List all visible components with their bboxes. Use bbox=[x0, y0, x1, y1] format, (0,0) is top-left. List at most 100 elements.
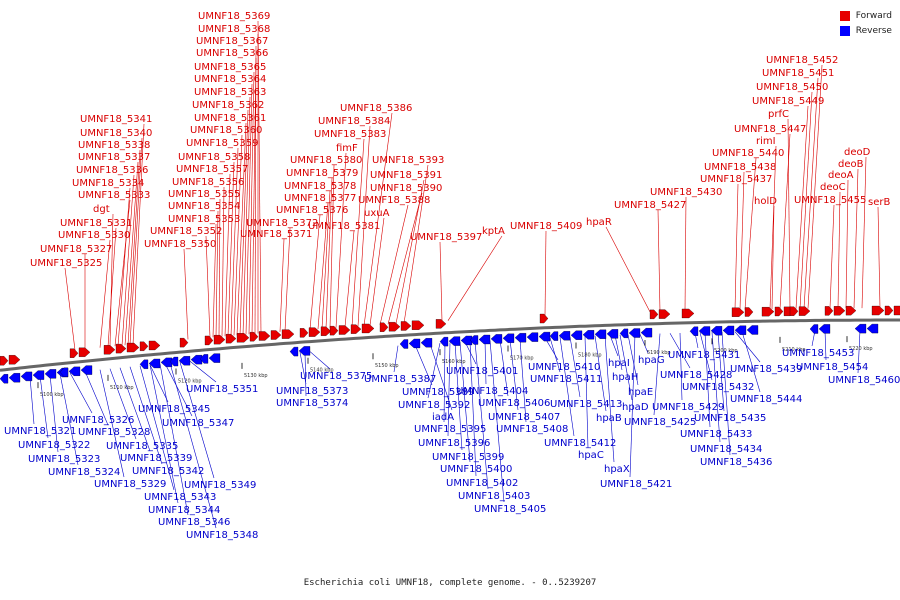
forward-gene-label: rimI bbox=[756, 136, 776, 147]
forward-gene-label: prfC bbox=[768, 109, 789, 120]
reverse-gene-label: UMNF18_5323 bbox=[28, 454, 100, 465]
reverse-gene-arrow bbox=[59, 367, 69, 377]
forward-gene-label: UMNF18_5325 bbox=[30, 258, 102, 269]
forward-gene-arrow bbox=[350, 324, 362, 334]
forward-gene-arrow bbox=[139, 341, 149, 351]
leader-line bbox=[109, 213, 114, 347]
leader-line bbox=[257, 20, 262, 334]
forward-gene-arrow bbox=[658, 309, 671, 319]
forward-gene-arrow bbox=[258, 331, 271, 341]
reverse-gene-label: hpaG bbox=[638, 355, 665, 366]
genome-caption: Escherichia coli UMNF18, complete genome… bbox=[303, 578, 597, 588]
forward-gene-arrow bbox=[329, 325, 339, 336]
leader-line bbox=[212, 223, 217, 338]
forward-gene-label: UMNF18_5397 bbox=[410, 232, 482, 243]
legend: Forward Reverse bbox=[839, 8, 892, 38]
leader-line bbox=[59, 373, 79, 466]
reverse-gene-arrow bbox=[420, 338, 433, 348]
reverse-gene-arrow bbox=[514, 333, 527, 343]
leader-line bbox=[245, 83, 253, 335]
forward-gene-arrow bbox=[411, 320, 425, 330]
reverse-gene-label: UMNF18_5454 bbox=[796, 362, 868, 373]
forward-gene-label: deoC bbox=[820, 182, 846, 193]
reverse-gene-arrow bbox=[549, 331, 559, 341]
forward-gene-label: hpaR bbox=[586, 217, 612, 228]
reverse-gene-label: UMNF18_5404 bbox=[456, 386, 528, 397]
forward-gene-arrow bbox=[435, 319, 447, 329]
leader-line bbox=[469, 341, 477, 477]
reverse-gene-label: UMNF18_5322 bbox=[18, 440, 90, 451]
forward-gene-label: UMNF18_5360 bbox=[190, 125, 262, 136]
reverse-gene-label: UMNF18_5453 bbox=[782, 348, 854, 359]
leader-line bbox=[299, 352, 307, 385]
forward-gene-arrow bbox=[761, 307, 775, 317]
forward-gene-arrow bbox=[225, 334, 237, 344]
leader-line bbox=[489, 340, 505, 503]
scale-tick-label: 5160 kbp bbox=[442, 359, 466, 365]
reverse-gene-label: UMNF18_5436 bbox=[700, 457, 772, 468]
leader-line bbox=[159, 363, 189, 516]
reverse-gene-label: hpaH bbox=[612, 372, 638, 383]
reverse-gene-arrow bbox=[439, 336, 449, 347]
leader-line bbox=[139, 365, 175, 491]
leader-line bbox=[734, 331, 761, 363]
reverse-gene-arrow bbox=[469, 335, 479, 345]
reverse-gene-label: UMNF18_5373 bbox=[276, 386, 348, 397]
forward-gene-label: UMNF18_5330 bbox=[58, 230, 130, 241]
reverse-gene-arrow bbox=[818, 324, 831, 334]
forward-gene-label: uxuA bbox=[364, 208, 390, 219]
forward-gene-label: serB bbox=[868, 197, 890, 208]
reverse-gene-label: UMNF18_5348 bbox=[186, 530, 258, 541]
forward-gene-arrow bbox=[204, 335, 214, 346]
forward-gene-arrow bbox=[539, 313, 549, 324]
forward-gene-label: UMNF18_5362 bbox=[192, 100, 264, 111]
forward-gene-label: UMNF18_5366 bbox=[196, 48, 268, 59]
forward-gene-label: UMNF18_5437 bbox=[700, 174, 772, 185]
leader-line bbox=[509, 339, 519, 411]
genome-backbone bbox=[0, 318, 900, 372]
forward-gene-label: UMNF18_5383 bbox=[314, 129, 386, 140]
leader-line bbox=[734, 183, 739, 310]
forward-gene-label: UMNF18_5371 bbox=[240, 229, 312, 240]
reverse-gene-arrow bbox=[570, 330, 583, 340]
leader-line bbox=[84, 371, 109, 426]
reverse-gene-arrow bbox=[689, 326, 699, 336]
leader-line bbox=[124, 161, 139, 346]
forward-gene-label: UMNF18_5358 bbox=[178, 152, 250, 163]
reverse-gene-label: hpaC bbox=[578, 450, 604, 461]
reverse-gene-label: UMNF18_5460 bbox=[828, 375, 900, 386]
leader-line bbox=[99, 369, 125, 478]
leader-line bbox=[164, 363, 193, 417]
leader-line bbox=[605, 226, 651, 313]
scale-tick-label: 5200 kbp bbox=[714, 348, 738, 354]
reverse-gene-arrow bbox=[502, 333, 515, 343]
reverse-gene-arrow bbox=[169, 356, 179, 367]
backbone-arc bbox=[0, 318, 900, 372]
forward-gene-label: UMNF18_5368 bbox=[198, 24, 270, 35]
reverse-gene-arrow bbox=[460, 335, 473, 346]
reverse-gene-arrow bbox=[606, 329, 619, 339]
forward-gene-label: UMNF18_5381 bbox=[308, 221, 380, 232]
reverse-gene-label: UMNF18_5328 bbox=[78, 427, 150, 438]
reverse-gene-arrow bbox=[866, 323, 879, 334]
forward-gene-label: UMNF18_5377 bbox=[284, 193, 356, 204]
leader-line bbox=[447, 342, 451, 437]
forward-gene-label: UMNF18_5367 bbox=[196, 36, 268, 47]
scale-tick-label: 5120 kbp bbox=[178, 378, 202, 384]
scale-tick-label: 5190 kbp bbox=[647, 350, 671, 356]
reverse-gene-label: UMNF18_5347 bbox=[162, 418, 234, 429]
reverse-gene-label: UMNF18_5396 bbox=[418, 438, 490, 449]
reverse-gene-label: UMNF18_5326 bbox=[62, 415, 134, 426]
leader-line bbox=[403, 164, 429, 324]
forward-gene-arrow bbox=[179, 337, 189, 348]
forward-gene-arrow bbox=[281, 329, 295, 339]
label-leader-lines bbox=[29, 20, 881, 529]
reverse-gene-arrow bbox=[0, 374, 9, 384]
scale-tick-label: 5100 kbp bbox=[40, 392, 64, 398]
reverse-gene-label: hpaE bbox=[628, 387, 653, 398]
reverse-gene-label: UMNF18_5413 bbox=[550, 399, 622, 410]
leader-line bbox=[395, 179, 425, 324]
forward-gene-arrow bbox=[400, 321, 412, 331]
leader-line bbox=[459, 341, 471, 463]
forward-gene-arrow bbox=[824, 306, 834, 316]
